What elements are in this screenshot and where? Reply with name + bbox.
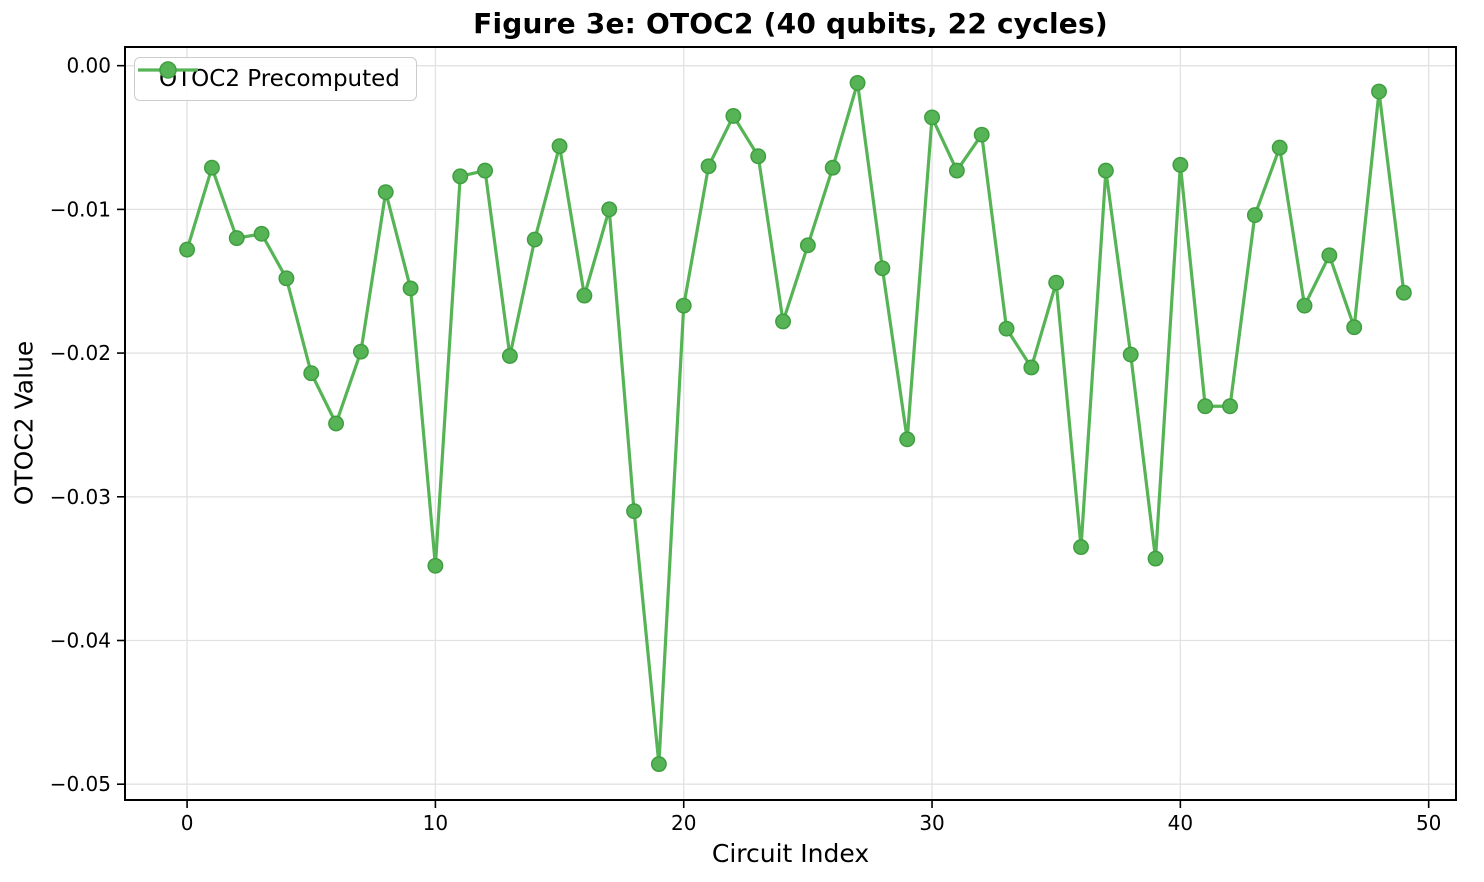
data-point — [1321, 247, 1338, 264]
x-tick-label: 30 — [919, 811, 944, 835]
y-tick-label: −0.02 — [50, 341, 111, 365]
y-tick-label: −0.04 — [50, 628, 111, 652]
data-point — [899, 431, 916, 448]
data-point — [998, 320, 1015, 337]
x-tick-label: 0 — [181, 811, 194, 835]
y-tick-label: −0.03 — [50, 485, 111, 509]
data-point — [501, 348, 518, 364]
data-point — [352, 343, 369, 360]
legend: OTOC2 Precomputed — [134, 57, 417, 101]
data-point — [551, 138, 568, 155]
data-point — [973, 126, 990, 143]
data-point — [924, 109, 940, 126]
data-point — [203, 159, 220, 176]
data-point — [377, 184, 394, 201]
data-point — [1197, 398, 1214, 415]
data-point — [303, 365, 320, 382]
data-point — [824, 159, 841, 176]
axes-spines — [124, 46, 1457, 801]
data-point — [253, 225, 270, 242]
data-point — [601, 201, 618, 218]
data-point — [228, 230, 245, 247]
data-point — [675, 297, 692, 314]
data-point — [1346, 319, 1363, 336]
data-point — [1023, 359, 1040, 376]
data-point — [1122, 346, 1139, 363]
y-tick-label: 0.00 — [66, 54, 111, 78]
data-point — [1097, 162, 1114, 179]
data-point — [650, 756, 667, 773]
data-point — [427, 557, 444, 574]
data-point — [1246, 207, 1263, 224]
y-axis-label: OTOC2 Value — [9, 340, 39, 506]
data-point — [179, 241, 196, 258]
data-point — [1395, 284, 1412, 301]
data-point — [452, 168, 469, 185]
data-point — [626, 503, 643, 520]
data-point — [278, 270, 295, 287]
data-point — [1296, 297, 1313, 314]
chart-title: Figure 3e: OTOC2 (40 qubits, 22 cycles) — [473, 7, 1108, 40]
legend-sample-icon — [138, 61, 198, 79]
data-point — [477, 162, 494, 179]
data-point — [328, 415, 345, 432]
data-point — [725, 108, 742, 124]
data-point — [874, 260, 891, 277]
x-tick-label: 50 — [1416, 811, 1441, 835]
data-point — [1147, 550, 1164, 567]
data-point — [402, 280, 419, 297]
data-point — [775, 313, 791, 330]
data-point — [750, 148, 767, 165]
data-point — [1271, 139, 1288, 156]
data-point — [576, 287, 593, 304]
y-tick-label: −0.01 — [50, 197, 111, 221]
data-point — [948, 162, 965, 179]
legend-label: OTOC2 Precomputed — [159, 66, 400, 92]
data-point — [1222, 398, 1238, 415]
data-point — [849, 74, 866, 91]
data-point — [1371, 83, 1387, 100]
data-point — [1048, 274, 1065, 291]
x-tick-label: 20 — [671, 811, 696, 835]
x-tick-label: 10 — [423, 811, 448, 835]
data-line — [185, 81, 1406, 766]
data-point — [700, 158, 717, 175]
data-point — [526, 231, 543, 248]
data-point — [1172, 156, 1189, 173]
data-point — [1073, 539, 1089, 556]
data-point — [799, 237, 816, 254]
y-tick-label: −0.05 — [50, 772, 111, 796]
x-axis-label: Circuit Index — [711, 839, 870, 868]
x-tick-label: 40 — [1168, 811, 1193, 835]
